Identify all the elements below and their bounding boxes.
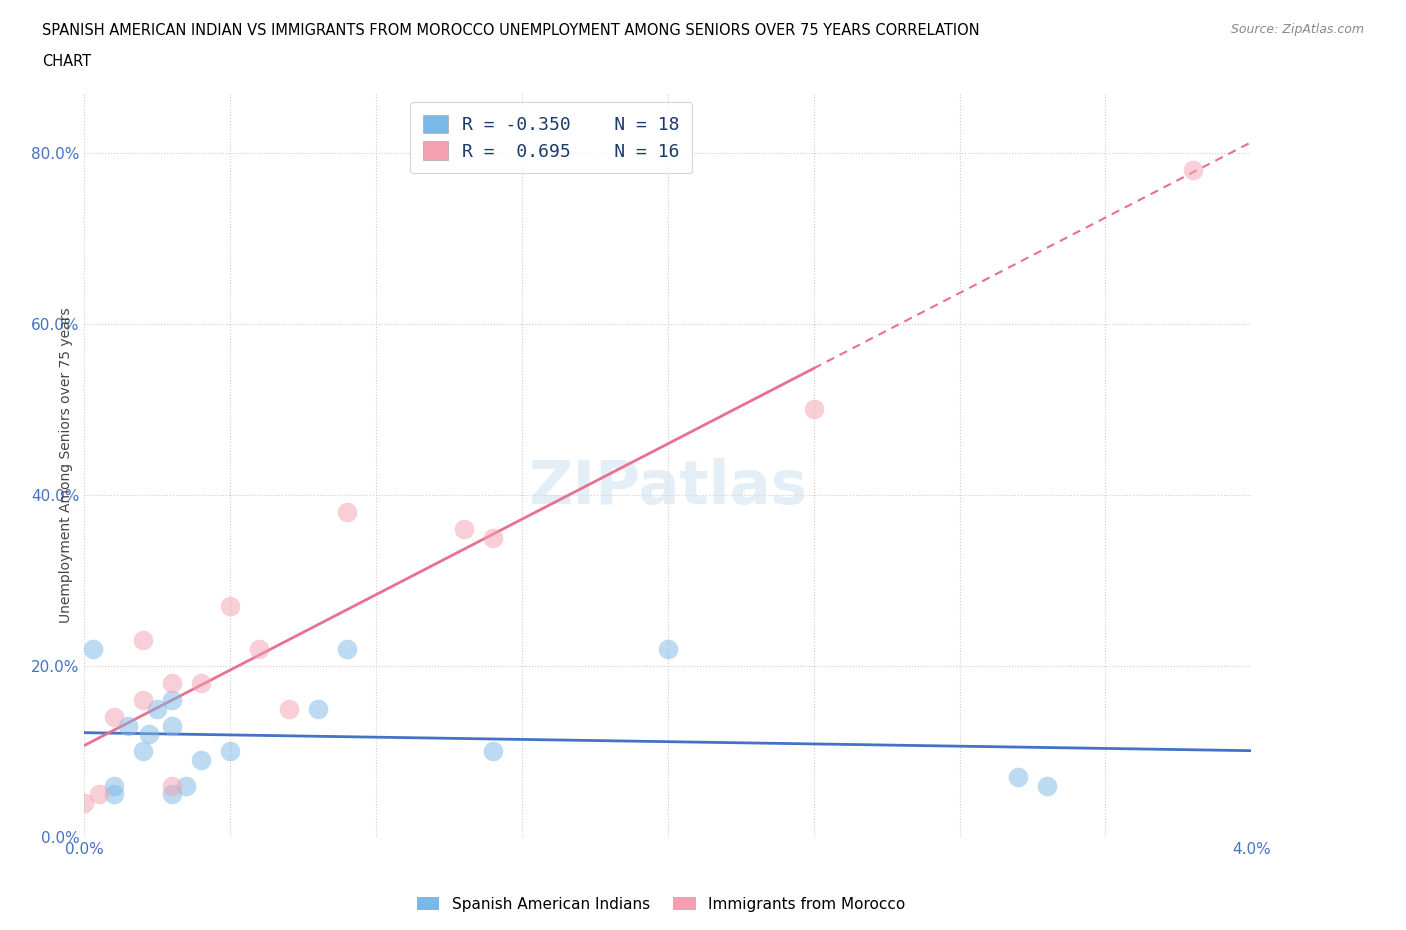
Point <box>160 787 183 802</box>
Y-axis label: Unemployment Among Seniors over 75 years: Unemployment Among Seniors over 75 years <box>59 307 73 623</box>
Point <box>336 505 359 520</box>
Point <box>1181 163 1204 178</box>
Point <box>82 642 104 657</box>
Point <box>176 778 198 793</box>
Point <box>803 402 825 417</box>
Point <box>87 787 110 802</box>
Point <box>190 675 212 690</box>
Point <box>160 693 183 708</box>
Point <box>160 675 183 690</box>
Legend: R = -0.350    N = 18, R =  0.695    N = 16: R = -0.350 N = 18, R = 0.695 N = 16 <box>411 102 692 173</box>
Point <box>336 642 359 657</box>
Text: CHART: CHART <box>42 54 91 69</box>
Text: Source: ZipAtlas.com: Source: ZipAtlas.com <box>1230 23 1364 36</box>
Point <box>1036 778 1059 793</box>
Point <box>160 778 183 793</box>
Point <box>219 744 242 759</box>
Text: ZIPatlas: ZIPatlas <box>529 458 807 517</box>
Point <box>1007 770 1029 785</box>
Point <box>307 701 329 716</box>
Point <box>481 530 505 545</box>
Point <box>103 710 125 724</box>
Point <box>249 642 271 657</box>
Point <box>103 778 125 793</box>
Text: SPANISH AMERICAN INDIAN VS IMMIGRANTS FROM MOROCCO UNEMPLOYMENT AMONG SENIORS OV: SPANISH AMERICAN INDIAN VS IMMIGRANTS FR… <box>42 23 980 38</box>
Point <box>219 599 242 614</box>
Point <box>138 727 160 742</box>
Point <box>160 718 183 733</box>
Point <box>453 522 475 537</box>
Point <box>277 701 299 716</box>
Point <box>103 787 125 802</box>
Point <box>117 718 139 733</box>
Point <box>132 744 155 759</box>
Point <box>132 633 155 648</box>
Point <box>132 693 155 708</box>
Point <box>657 642 679 657</box>
Legend: Spanish American Indians, Immigrants from Morocco: Spanish American Indians, Immigrants fro… <box>411 890 911 918</box>
Point <box>190 752 212 767</box>
Point <box>73 795 96 810</box>
Point <box>481 744 505 759</box>
Point <box>146 701 169 716</box>
